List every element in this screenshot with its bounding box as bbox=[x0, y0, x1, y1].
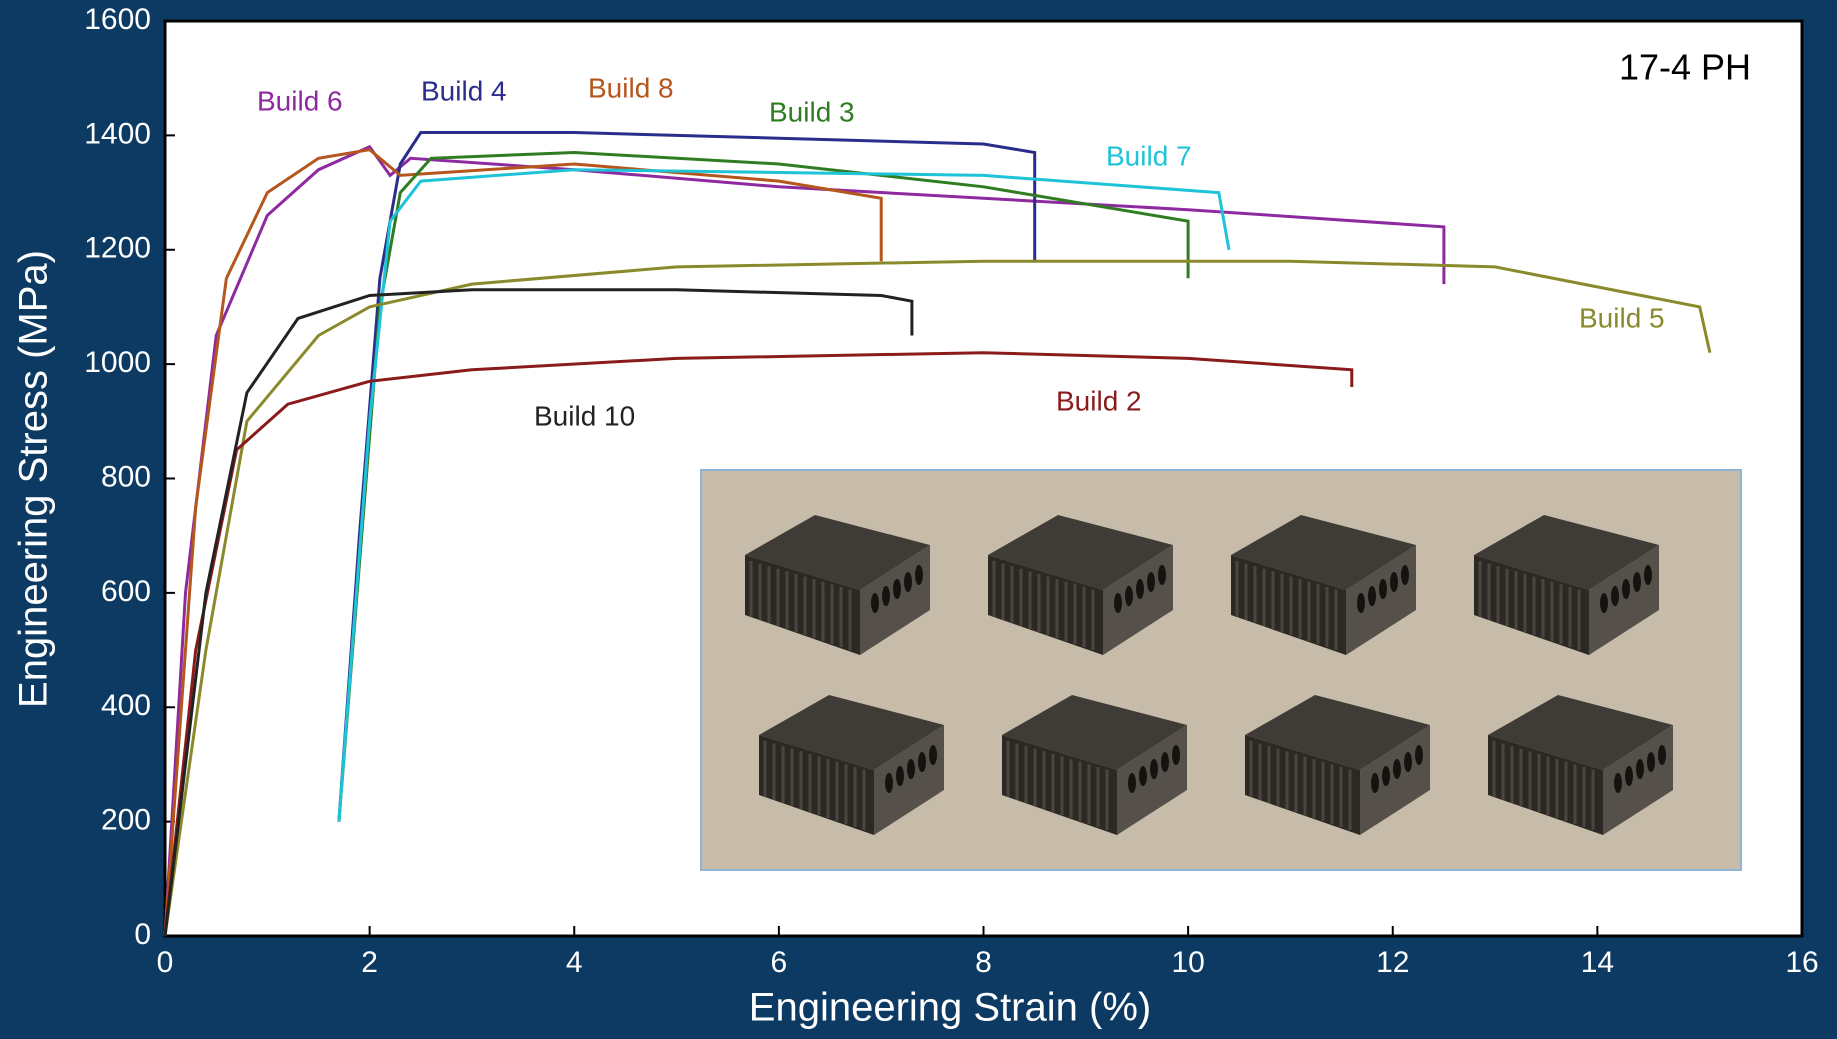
x-tick-label: 0 bbox=[157, 946, 174, 979]
y-tick-label: 200 bbox=[101, 804, 151, 837]
y-tick-label: 600 bbox=[101, 575, 151, 608]
part-hole bbox=[1393, 759, 1401, 779]
part-hole bbox=[1415, 745, 1423, 765]
stress-strain-curve bbox=[163, 288, 914, 937]
part-hole bbox=[882, 586, 890, 606]
part-hole bbox=[918, 752, 926, 772]
part-hole bbox=[1150, 759, 1158, 779]
part-hole bbox=[1147, 572, 1155, 592]
part-hole bbox=[1158, 565, 1166, 585]
series-label: Build 6 bbox=[257, 85, 343, 116]
part-hole bbox=[1404, 752, 1412, 772]
part-hole bbox=[1633, 572, 1641, 592]
part-hole bbox=[1368, 586, 1376, 606]
x-tick-label: 4 bbox=[566, 946, 583, 979]
inset-photo bbox=[700, 469, 1742, 871]
x-tick-label: 16 bbox=[1785, 946, 1818, 979]
part-hole bbox=[896, 766, 904, 786]
part-hole bbox=[1128, 773, 1136, 793]
series-label: Build 10 bbox=[534, 400, 635, 431]
part-hole bbox=[1625, 766, 1633, 786]
part-side bbox=[1360, 725, 1430, 835]
x-tick-label: 12 bbox=[1376, 946, 1409, 979]
part-hole bbox=[893, 579, 901, 599]
part-top bbox=[1245, 695, 1430, 770]
series-label: Build 3 bbox=[769, 96, 855, 127]
x-tick-label: 8 bbox=[975, 946, 992, 979]
part-hole bbox=[1390, 572, 1398, 592]
y-tick-label: 800 bbox=[101, 460, 151, 493]
y-axis-title: Engineering Stress (MPa) bbox=[12, 250, 56, 708]
y-tick-label: 1000 bbox=[84, 346, 151, 379]
part-hole bbox=[915, 565, 923, 585]
y-tick-label: 0 bbox=[134, 918, 151, 951]
part-top bbox=[1488, 695, 1673, 770]
part-hole bbox=[1622, 579, 1630, 599]
part-hole bbox=[1658, 745, 1666, 765]
part-side bbox=[1117, 725, 1187, 835]
part-hole bbox=[1636, 759, 1644, 779]
part-top bbox=[1231, 515, 1416, 590]
part-hole bbox=[1161, 752, 1169, 772]
part-side bbox=[1103, 545, 1173, 655]
part-side bbox=[1603, 725, 1673, 835]
part-top bbox=[745, 515, 930, 590]
stress-strain-curve bbox=[163, 148, 883, 937]
part-hole bbox=[907, 759, 915, 779]
part-hole bbox=[1600, 593, 1608, 613]
stress-strain-curve bbox=[337, 168, 1231, 822]
part-hole bbox=[1172, 745, 1180, 765]
series-label: Build 7 bbox=[1106, 140, 1192, 171]
annotation: 17-4 PH bbox=[1619, 47, 1751, 88]
part-hole bbox=[1139, 766, 1147, 786]
y-tick-label: 400 bbox=[101, 689, 151, 722]
part-hole bbox=[1614, 773, 1622, 793]
part-hole bbox=[1382, 766, 1390, 786]
part-top bbox=[1474, 515, 1659, 590]
part-hole bbox=[1136, 579, 1144, 599]
part-hole bbox=[1357, 593, 1365, 613]
part-side bbox=[1346, 545, 1416, 655]
series-label: Build 4 bbox=[421, 75, 507, 106]
part-top bbox=[759, 695, 944, 770]
x-tick-label: 2 bbox=[361, 946, 378, 979]
x-tick-label: 6 bbox=[771, 946, 788, 979]
x-axis-title: Engineering Strain (%) bbox=[749, 986, 1151, 1030]
series-label: Build 8 bbox=[588, 72, 674, 103]
x-tick-label: 10 bbox=[1171, 946, 1204, 979]
part-hole bbox=[904, 572, 912, 592]
part-side bbox=[874, 725, 944, 835]
part-hole bbox=[1371, 773, 1379, 793]
stress-strain-curve bbox=[163, 259, 1712, 937]
part-hole bbox=[1647, 752, 1655, 772]
part-hole bbox=[1401, 565, 1409, 585]
x-tick-label: 14 bbox=[1581, 946, 1614, 979]
part-hole bbox=[1379, 579, 1387, 599]
part-hole bbox=[885, 773, 893, 793]
y-tick-label: 1600 bbox=[84, 3, 151, 36]
part-hole bbox=[929, 745, 937, 765]
part-hole bbox=[1611, 586, 1619, 606]
part-side bbox=[860, 545, 930, 655]
part-top bbox=[1002, 695, 1187, 770]
part-top bbox=[988, 515, 1173, 590]
part-hole bbox=[871, 593, 879, 613]
y-tick-label: 1400 bbox=[84, 117, 151, 150]
part-hole bbox=[1114, 593, 1122, 613]
series-label: Build 5 bbox=[1579, 302, 1665, 333]
series-label: Build 2 bbox=[1056, 385, 1142, 416]
part-hole bbox=[1644, 565, 1652, 585]
y-tick-label: 1200 bbox=[84, 232, 151, 265]
part-side bbox=[1589, 545, 1659, 655]
part-hole bbox=[1125, 586, 1133, 606]
